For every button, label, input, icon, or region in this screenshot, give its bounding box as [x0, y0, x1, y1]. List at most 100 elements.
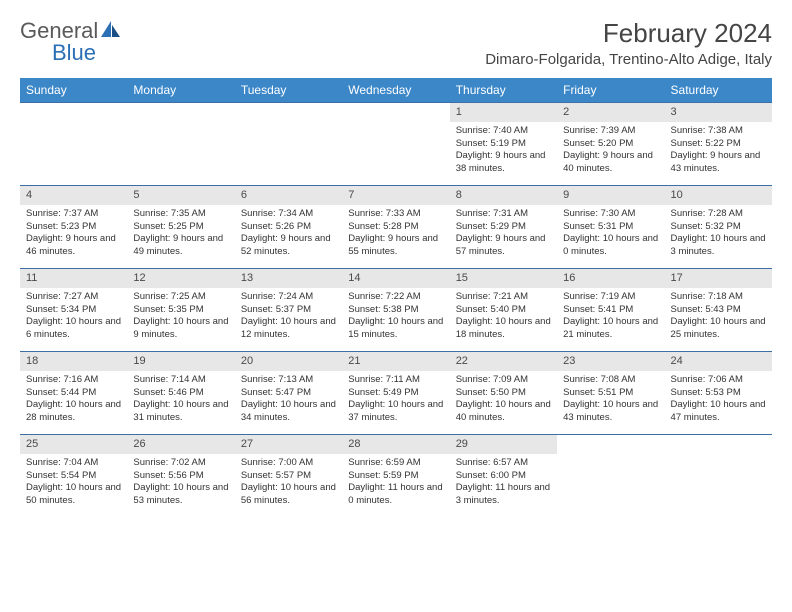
sunrise-text: Sunrise: 7:02 AM — [133, 457, 228, 470]
day-cell: 22Sunrise: 7:09 AMSunset: 5:50 PMDayligh… — [450, 352, 557, 434]
day-cell: 5 Sunrise: 7:35 AMSunset: 5:25 PMDaylight… — [127, 186, 234, 268]
daylight-text: Daylight: 10 hours and 12 minutes. — [241, 316, 336, 342]
week-row: 11Sunrise: 7:27 AMSunset: 5:34 PMDayligh… — [20, 268, 772, 351]
daylight-text: Daylight: 9 hours and 57 minutes. — [456, 233, 551, 259]
weekday-thursday: Thursday — [450, 78, 557, 102]
day-cell: 18Sunrise: 7:16 AMSunset: 5:44 PMDayligh… — [20, 352, 127, 434]
daylight-text: Daylight: 10 hours and 21 minutes. — [563, 316, 658, 342]
day-cell: 11Sunrise: 7:27 AMSunset: 5:34 PMDayligh… — [20, 269, 127, 351]
sunset-text: Sunset: 5:25 PM — [133, 221, 228, 234]
sunrise-text: Sunrise: 7:13 AM — [241, 374, 336, 387]
sunset-text: Sunset: 5:22 PM — [671, 138, 766, 151]
weekday-friday: Friday — [557, 78, 664, 102]
sunrise-text: Sunrise: 7:40 AM — [456, 125, 551, 138]
day-cell: 16Sunrise: 7:19 AMSunset: 5:41 PMDayligh… — [557, 269, 664, 351]
daylight-text: Daylight: 10 hours and 31 minutes. — [133, 399, 228, 425]
day-number: 11 — [20, 269, 127, 288]
day-cell: 15Sunrise: 7:21 AMSunset: 5:40 PMDayligh… — [450, 269, 557, 351]
sunrise-text: Sunrise: 7:04 AM — [26, 457, 121, 470]
day-number: 3 — [665, 103, 772, 122]
sunrise-text: Sunrise: 7:34 AM — [241, 208, 336, 221]
title-block: February 2024 Dimaro-Folgarida, Trentino… — [485, 18, 772, 68]
sunset-text: Sunset: 5:26 PM — [241, 221, 336, 234]
daylight-text: Daylight: 10 hours and 43 minutes. — [563, 399, 658, 425]
weekday-sunday: Sunday — [20, 78, 127, 102]
sunset-text: Sunset: 5:53 PM — [671, 387, 766, 400]
weekday-tuesday: Tuesday — [235, 78, 342, 102]
sunrise-text: Sunrise: 7:25 AM — [133, 291, 228, 304]
sunset-text: Sunset: 5:43 PM — [671, 304, 766, 317]
weekday-monday: Monday — [127, 78, 234, 102]
sunset-text: Sunset: 5:56 PM — [133, 470, 228, 483]
day-number: 5 — [127, 186, 234, 205]
sunrise-text: Sunrise: 7:39 AM — [563, 125, 658, 138]
day-cell: 8 Sunrise: 7:31 AMSunset: 5:29 PMDaylight… — [450, 186, 557, 268]
day-number: 15 — [450, 269, 557, 288]
sunset-text: Sunset: 5:41 PM — [563, 304, 658, 317]
day-cell: 28Sunrise: 6:59 AMSunset: 5:59 PMDayligh… — [342, 435, 449, 517]
daylight-text: Daylight: 10 hours and 0 minutes. — [563, 233, 658, 259]
day-number: 6 — [235, 186, 342, 205]
day-number: 29 — [450, 435, 557, 454]
sunrise-text: Sunrise: 7:18 AM — [671, 291, 766, 304]
day-cell: 2 Sunrise: 7:39 AMSunset: 5:20 PMDaylight… — [557, 103, 664, 185]
day-cell: 3Sunrise: 7:38 AMSunset: 5:22 PMDaylight… — [665, 103, 772, 185]
sunset-text: Sunset: 5:57 PM — [241, 470, 336, 483]
sunset-text: Sunset: 5:23 PM — [26, 221, 121, 234]
sunrise-text: Sunrise: 7:16 AM — [26, 374, 121, 387]
daylight-text: Daylight: 10 hours and 15 minutes. — [348, 316, 443, 342]
daylight-text: Daylight: 10 hours and 56 minutes. — [241, 482, 336, 508]
day-cell — [20, 103, 127, 185]
day-cell: 1Sunrise: 7:40 AMSunset: 5:19 PMDaylight… — [450, 103, 557, 185]
sunset-text: Sunset: 5:47 PM — [241, 387, 336, 400]
logo-sail-icon — [100, 19, 122, 44]
day-number: 8 — [450, 186, 557, 205]
day-cell: 6 Sunrise: 7:34 AMSunset: 5:26 PMDaylight… — [235, 186, 342, 268]
sunset-text: Sunset: 5:20 PM — [563, 138, 658, 151]
sunset-text: Sunset: 5:19 PM — [456, 138, 551, 151]
day-number: 23 — [557, 352, 664, 371]
sunrise-text: Sunrise: 7:28 AM — [671, 208, 766, 221]
daylight-text: Daylight: 11 hours and 3 minutes. — [456, 482, 551, 508]
sunrise-text: Sunrise: 7:14 AM — [133, 374, 228, 387]
week-row: 4Sunrise: 7:37 AMSunset: 5:23 PMDaylight… — [20, 185, 772, 268]
day-cell — [665, 435, 772, 517]
day-number: 4 — [20, 186, 127, 205]
day-cell: 24Sunrise: 7:06 AMSunset: 5:53 PMDayligh… — [665, 352, 772, 434]
day-number: 22 — [450, 352, 557, 371]
week-row: 18Sunrise: 7:16 AMSunset: 5:44 PMDayligh… — [20, 351, 772, 434]
daylight-text: Daylight: 10 hours and 37 minutes. — [348, 399, 443, 425]
daylight-text: Daylight: 10 hours and 50 minutes. — [26, 482, 121, 508]
daylight-text: Daylight: 10 hours and 47 minutes. — [671, 399, 766, 425]
sunset-text: Sunset: 5:31 PM — [563, 221, 658, 234]
day-number: 20 — [235, 352, 342, 371]
day-cell: 25Sunrise: 7:04 AMSunset: 5:54 PMDayligh… — [20, 435, 127, 517]
sunrise-text: Sunrise: 7:06 AM — [671, 374, 766, 387]
daylight-text: Daylight: 9 hours and 52 minutes. — [241, 233, 336, 259]
week-row: 1 Sunrise: 7:40 AMSunset: 5:19 PM Daylight… — [20, 102, 772, 185]
sunrise-text: Sunrise: 7:38 AM — [671, 125, 766, 138]
sunrise-text: Sunrise: 7:31 AM — [456, 208, 551, 221]
day-number: 13 — [235, 269, 342, 288]
day-cell: 27Sunrise: 7:00 AMSunset: 5:57 PMDayligh… — [235, 435, 342, 517]
day-number: 1 — [450, 103, 557, 122]
daylight-text: Daylight: 10 hours and 28 minutes. — [26, 399, 121, 425]
day-cell: 9Sunrise: 7:30 AMSunset: 5:31 PMDaylight… — [557, 186, 664, 268]
daylight-text: Daylight: 9 hours and 40 minutes. — [563, 150, 658, 176]
day-cell: 23Sunrise: 7:08 AMSunset: 5:51 PMDayligh… — [557, 352, 664, 434]
weeks-container: 1 Sunrise: 7:40 AMSunset: 5:19 PM Daylight… — [20, 102, 772, 517]
location-text: Dimaro-Folgarida, Trentino-Alto Adige, I… — [485, 51, 772, 68]
daylight-text: Daylight: 10 hours and 34 minutes. — [241, 399, 336, 425]
sunrise-text: Sunrise: 7:35 AM — [133, 208, 228, 221]
day-cell: 17Sunrise: 7:18 AMSunset: 5:43 PMDayligh… — [665, 269, 772, 351]
daylight-text: Daylight: 10 hours and 9 minutes. — [133, 316, 228, 342]
calendar: Sunday Monday Tuesday Wednesday Thursday… — [20, 78, 772, 517]
header: General Blue February 2024 Dimaro-Folgar… — [20, 18, 772, 68]
day-cell: 4Sunrise: 7:37 AMSunset: 5:23 PMDaylight… — [20, 186, 127, 268]
daylight-text: Daylight: 9 hours and 49 minutes. — [133, 233, 228, 259]
day-number: 16 — [557, 269, 664, 288]
day-cell: 10Sunrise: 7:28 AMSunset: 5:32 PMDayligh… — [665, 186, 772, 268]
day-number: 2 — [557, 103, 664, 122]
sunset-text: Sunset: 5:29 PM — [456, 221, 551, 234]
weekday-header-row: Sunday Monday Tuesday Wednesday Thursday… — [20, 78, 772, 102]
